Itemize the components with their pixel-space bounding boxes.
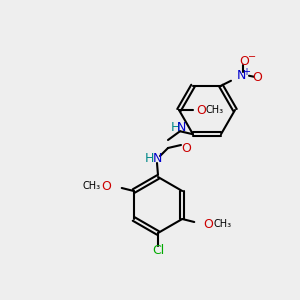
Text: CH₃: CH₃ <box>83 181 101 191</box>
Text: CH₃: CH₃ <box>206 105 224 115</box>
Text: O: O <box>252 71 262 84</box>
Text: O: O <box>101 179 111 193</box>
Text: +: + <box>242 67 250 77</box>
Text: CH₃: CH₃ <box>213 219 231 229</box>
Text: H: H <box>170 121 180 134</box>
Text: Cl: Cl <box>152 244 164 257</box>
Text: O: O <box>196 103 206 116</box>
Text: H: H <box>144 152 154 164</box>
Text: O: O <box>181 142 191 154</box>
Text: O: O <box>203 218 213 230</box>
Text: N: N <box>176 121 186 134</box>
Text: −: − <box>248 52 256 62</box>
Text: N: N <box>152 152 162 164</box>
Text: N: N <box>236 69 246 82</box>
Text: O: O <box>239 55 249 68</box>
